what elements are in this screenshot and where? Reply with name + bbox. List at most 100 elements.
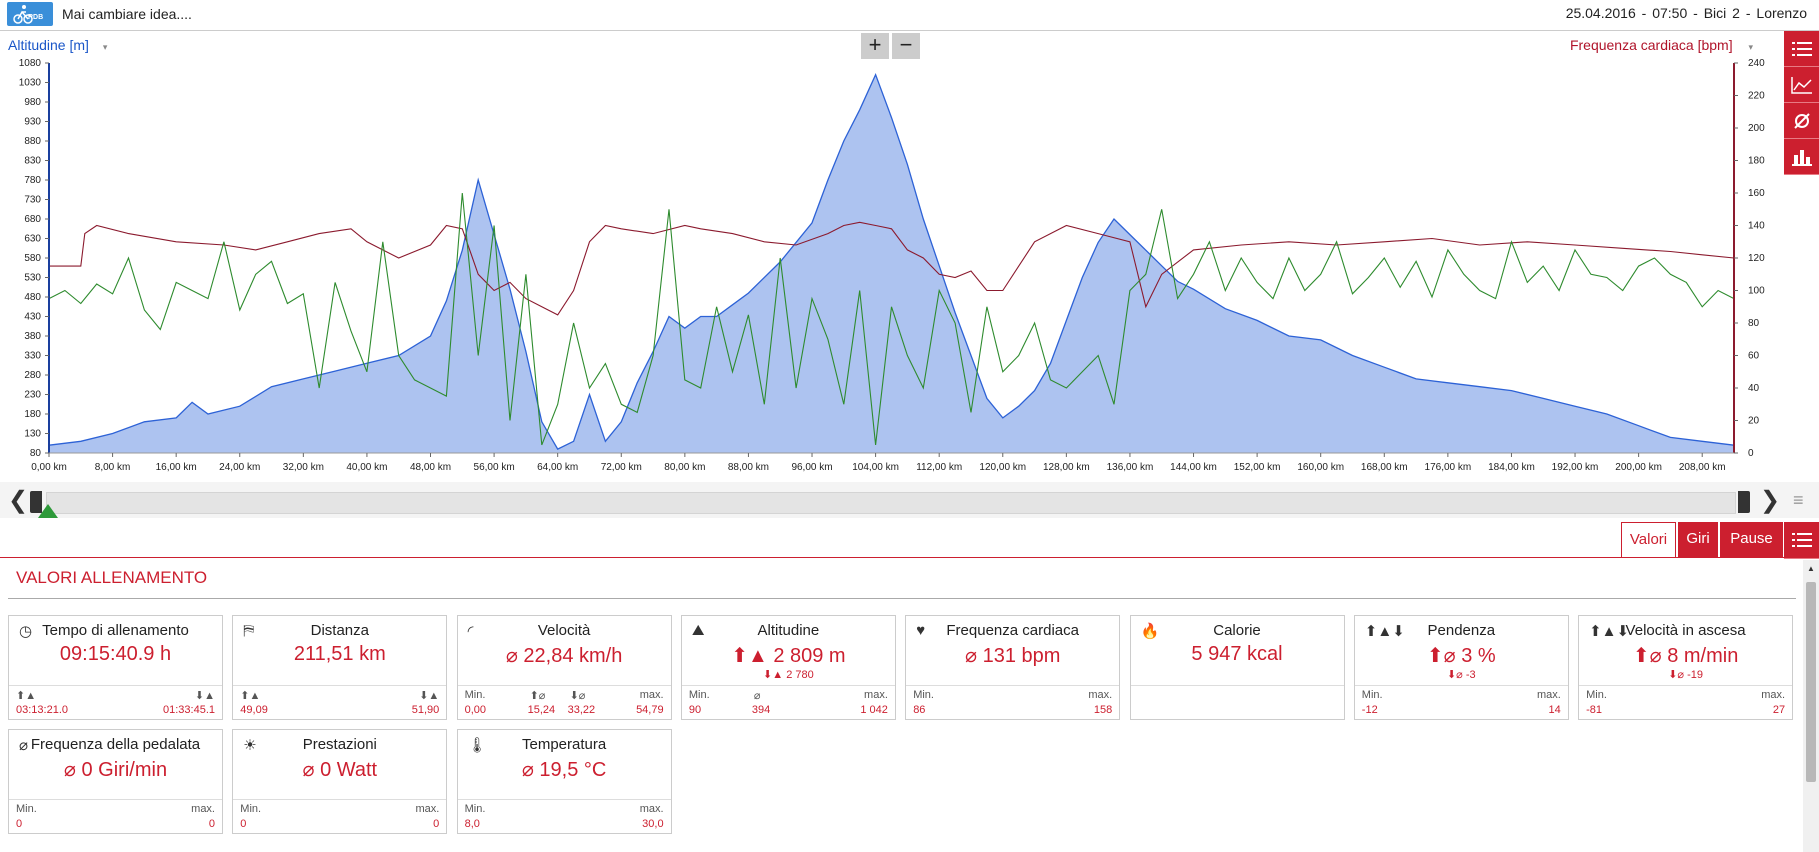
card-subvalue: ⬇⌀ -19 — [1668, 669, 1703, 681]
card-divider — [457, 685, 671, 686]
card-right-label: ⬇▲ — [194, 690, 215, 702]
x-tick-label: 16,00 km — [156, 462, 197, 473]
separator: - — [1745, 5, 1751, 21]
separator: - — [1693, 5, 1698, 21]
card-value: ⌀ 131 bpm — [964, 645, 1061, 667]
signpost-icon: ⛿ — [243, 622, 255, 639]
right-tick-label: 20 — [1748, 416, 1760, 427]
stat-card-distance[interactable]: ⛿ Distanza 211,51 km ⬆▲ ⬇▲ 49,09 51,90 — [232, 615, 448, 720]
stat-card-calories[interactable]: 🔥 Calorie 5 947 kcal — [1129, 615, 1345, 720]
card-title: Temperatura — [521, 736, 607, 753]
card-value: ⌀ 19,5 °C — [521, 759, 607, 781]
series-line-2 — [48, 192, 1735, 446]
card-mid-label: ⌀ — [753, 690, 761, 702]
stat-card-cadence[interactable]: ⌀ Frequenza della pedalata ⌀ 0 Giri/min Min… — [8, 729, 223, 834]
card-title: Distanza — [310, 622, 369, 639]
card-left-label: ⬆▲ — [240, 690, 261, 702]
average-icon — [1793, 113, 1810, 129]
card-max-value: 14 — [1548, 704, 1561, 716]
card-max-value: 0 — [433, 818, 440, 830]
card-subvalue: ⬇▲ 2 780 — [763, 669, 814, 681]
card-title: Frequenza della pedalata — [30, 736, 201, 753]
list-view-button[interactable] — [1784, 31, 1819, 67]
card-min-value: 0 — [16, 818, 23, 830]
right-tick-label: 60 — [1748, 351, 1760, 362]
card-value: ⬆▲ 2 809 m — [731, 645, 846, 667]
right-tick-label: 240 — [1748, 58, 1765, 69]
left-axis-selector[interactable]: Altitudine [m] ▾ — [8, 37, 107, 53]
card-mid-value: 394 — [751, 704, 771, 716]
card-divider — [9, 685, 222, 686]
scroll-right-button[interactable]: ❯ — [1760, 487, 1781, 514]
card-value: ⬆⌀ 3 % — [1426, 645, 1496, 667]
stat-card-temperature[interactable]: 🌡 Temperatura ⌀ 19,5 °C Min. max. 8,0 30,0 — [456, 729, 672, 834]
tab-bar: Valori Giri Pause — [1621, 522, 1784, 558]
right-tick-label: 180 — [1748, 156, 1765, 167]
scroll-left-button[interactable]: ❮ — [8, 487, 29, 514]
drag-handle-icon[interactable]: ≡ — [1793, 490, 1804, 510]
card-min-value: 03:13:21.0 — [16, 704, 68, 716]
tabs-menu-button[interactable] — [1784, 522, 1819, 559]
left-tick-label: 880 — [24, 136, 41, 147]
stat-card-heart-rate[interactable]: ♥ Frequenza cardiaca ⌀ 131 bpm Min. max. 86 15… — [905, 615, 1121, 720]
left-tick-label: 130 — [24, 429, 41, 440]
card-left-label: Min. — [464, 803, 486, 815]
card-title: Velocità in ascesa — [1625, 622, 1746, 639]
range-handle-right[interactable] — [1738, 491, 1750, 513]
x-tick-label: 72,00 km — [601, 462, 642, 473]
stat-card-climb-speed[interactable]: ⬆▲⬇ Velocità in ascesa ⬆⌀ 8 m/min ⬇⌀ -19 Min… — [1578, 615, 1794, 720]
stat-card-training-time[interactable]: ◷ Tempo di allenamento 09:15:40.9 h ⬆▲ ⬇▲ 03:… — [8, 615, 223, 720]
tab-valori[interactable]: Valori — [1621, 522, 1676, 558]
chevron-down-icon: ▾ — [102, 42, 108, 52]
left-tick-label: 830 — [24, 156, 41, 167]
range-track[interactable] — [46, 492, 1736, 514]
zoom-in-button[interactable]: + — [861, 33, 889, 59]
section-title: VALORI ALLENAMENTO — [16, 568, 208, 587]
card-divider — [1579, 685, 1793, 686]
x-tick-label: 192,00 km — [1552, 462, 1599, 473]
bulb-icon: ☀ — [243, 737, 257, 754]
right-tick-label: 100 — [1748, 286, 1765, 297]
card-value: 211,51 km — [293, 643, 386, 665]
scroll-up-icon[interactable]: ▲ — [1807, 564, 1815, 573]
card-right-label: ⬇▲ — [419, 690, 440, 702]
range-handle-left[interactable] — [30, 491, 42, 513]
stat-card-gradient[interactable]: ⬆▲⬇ Pendenza ⬆⌀ 3 % ⬇⌀ -3 Min. max. -12 14 — [1353, 615, 1569, 720]
x-tick-label: 56,00 km — [474, 462, 515, 473]
workout-chart[interactable]: 80 130 180 230 280 330 380 430 480 530 580 630 680 73… — [0, 31, 1784, 481]
vertical-scrollbar[interactable]: ▲ — [1803, 560, 1819, 852]
session-info: 25.04.2016 - 07:50 - Bici 2 - Lorenzo — [1566, 5, 1807, 21]
x-tick-label: 8,00 km — [95, 462, 131, 473]
bar-chart-button[interactable] — [1784, 139, 1819, 175]
right-axis-selector[interactable]: Frequenza cardiaca [bpm] ▾ — [1570, 37, 1753, 53]
series-line-1 — [49, 221, 1735, 316]
left-tick-label: 1080 — [19, 58, 42, 69]
bike-icon — [13, 5, 33, 24]
series-line-0 — [48, 72, 1735, 450]
card-left-label: Min. — [688, 689, 710, 701]
average-button[interactable] — [1784, 103, 1819, 139]
right-tick-label: 120 — [1748, 253, 1765, 264]
zoom-out-button[interactable]: − — [892, 33, 920, 59]
line-chart-button[interactable] — [1784, 67, 1819, 103]
line-chart-icon — [1790, 77, 1812, 94]
stat-card-altitude[interactable]: ⛰ Altitudine ⬆▲ 2 809 m ⬇▲ 2 780 Min. ⌀ max. 90… — [680, 615, 896, 720]
right-tick-label: 40 — [1748, 383, 1760, 394]
card-divider — [1130, 685, 1344, 686]
left-tick-label: 530 — [24, 273, 41, 284]
stat-card-power[interactable]: ☀ Prestazioni ⌀ 0 Watt Min. max. 0 0 — [232, 729, 448, 834]
gradient-icon: ⬆▲⬇ — [1364, 623, 1405, 640]
x-tick-label: 200,00 km — [1615, 462, 1662, 473]
card-title: Pendenza — [1427, 622, 1496, 639]
app-logo[interactable]: RDB — [7, 2, 53, 26]
card-right-label: max. — [639, 689, 664, 701]
x-tick-label: 112,00 km — [916, 462, 962, 473]
stat-card-speed[interactable]: ◜ Velocità ⌀ 22,84 km/h Min. ⬆⌀ ⬇⌀ max. 0,00 15,… — [456, 615, 672, 720]
x-tick-label: 136,00 km — [1107, 462, 1154, 473]
position-marker-icon[interactable] — [38, 504, 58, 518]
tab-giri[interactable]: Giri — [1678, 522, 1718, 558]
card-divider — [681, 685, 895, 686]
card-min-value: 86 — [913, 704, 926, 716]
tab-pause[interactable]: Pause — [1720, 522, 1783, 558]
scrollbar-thumb[interactable] — [1806, 582, 1816, 782]
